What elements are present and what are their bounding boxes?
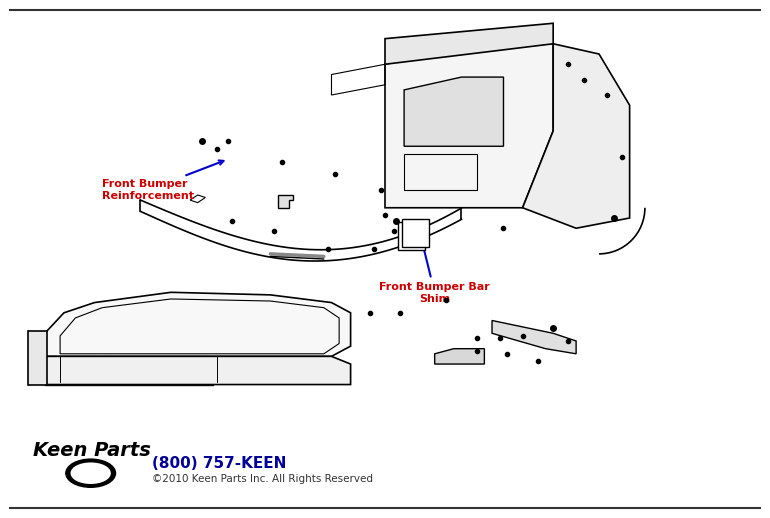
FancyBboxPatch shape (45, 356, 213, 384)
Polygon shape (404, 77, 504, 146)
Bar (402, 219, 429, 248)
Text: Keen Parts: Keen Parts (33, 441, 151, 461)
Polygon shape (523, 44, 630, 228)
Polygon shape (278, 195, 293, 208)
Polygon shape (45, 292, 350, 356)
Polygon shape (492, 321, 576, 354)
Ellipse shape (66, 459, 116, 487)
Text: (800) 757-KEEN: (800) 757-KEEN (152, 456, 286, 471)
Text: Front Bumper
Reinforcement: Front Bumper Reinforcement (102, 161, 223, 200)
Ellipse shape (72, 464, 110, 483)
Polygon shape (435, 349, 484, 364)
Polygon shape (385, 44, 553, 208)
Polygon shape (385, 23, 553, 64)
Text: Front Bumper Bar
Shim: Front Bumper Bar Shim (380, 236, 490, 304)
Polygon shape (45, 356, 350, 384)
Text: ©2010 Keen Parts Inc. All Rights Reserved: ©2010 Keen Parts Inc. All Rights Reserve… (152, 474, 373, 484)
Bar (398, 222, 425, 250)
Polygon shape (28, 330, 47, 384)
